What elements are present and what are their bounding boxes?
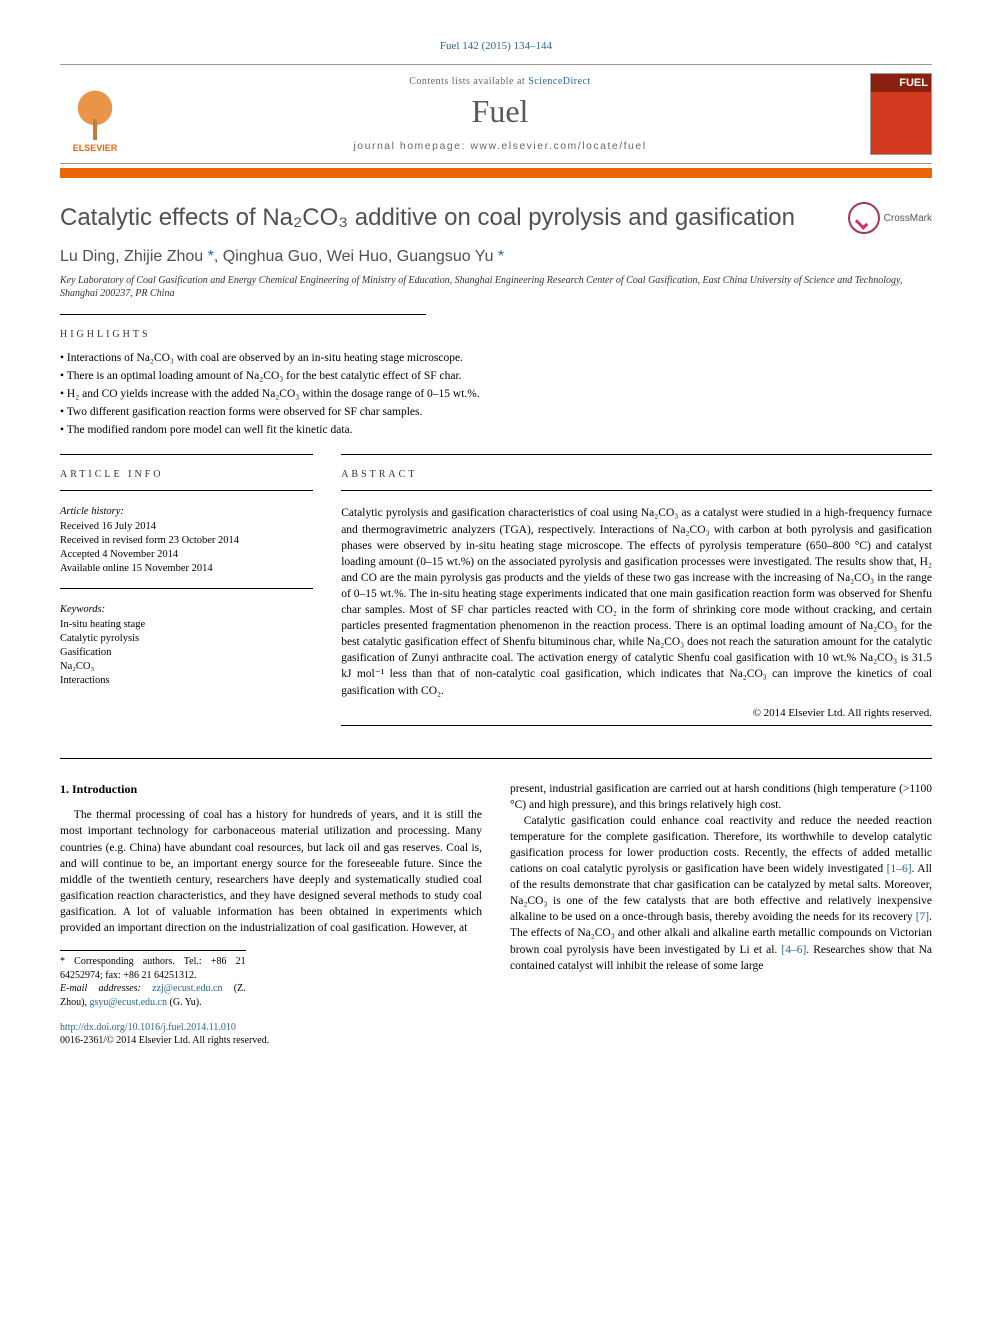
corr-author-mark[interactable]: * [498, 248, 504, 265]
highlight-item: Two different gasification reaction form… [60, 404, 932, 420]
keyword: In-situ heating stage [60, 618, 313, 632]
history-revised: Received in revised form 23 October 2014 [60, 534, 313, 548]
rule [60, 454, 313, 455]
history-accepted: Accepted 4 November 2014 [60, 548, 313, 562]
doi-block: http://dx.doi.org/10.1016/j.fuel.2014.11… [60, 1021, 482, 1047]
email-link[interactable]: gsyu@ecust.edu.cn [89, 997, 167, 1008]
highlights-list: Interactions of Na₂CO₃ with coal are obs… [60, 350, 932, 438]
keyword: Na₂CO₃ [60, 660, 313, 674]
keyword: Catalytic pyrolysis [60, 632, 313, 646]
highlight-item: The modified random pore model can well … [60, 422, 932, 438]
contents-prefix: Contents lists available at [409, 76, 528, 87]
history-online: Available online 15 November 2014 [60, 562, 313, 576]
body-paragraph: The thermal processing of coal has a his… [60, 807, 482, 936]
body-paragraph: Catalytic gasification could enhance coa… [510, 813, 932, 974]
affiliation: Key Laboratory of Coal Gasification and … [60, 274, 932, 300]
history-header: Article history: [60, 505, 313, 519]
author-list: Lu Ding, Zhijie Zhou *, Qinghua Guo, Wei… [60, 248, 932, 266]
highlights-label: HIGHLIGHTS [60, 329, 932, 340]
doi-link[interactable]: http://dx.doi.org/10.1016/j.fuel.2014.11… [60, 1022, 236, 1033]
elsevier-logo[interactable]: ELSEVIER [60, 75, 130, 153]
body-text-span: Catalytic gasification could enhance coa… [510, 815, 932, 875]
highlight-item: H₂ and CO yields increase with the added… [60, 386, 932, 402]
copyright-line: © 2014 Elsevier Ltd. All rights reserved… [341, 707, 932, 719]
abstract-label: ABSTRACT [341, 469, 932, 480]
journal-banner: ELSEVIER Contents lists available at Sci… [60, 64, 932, 164]
keywords-block: Keywords: In-situ heating stage Catalyti… [60, 603, 313, 688]
rule [60, 758, 932, 759]
body-paragraph: present, industrial gasification are car… [510, 781, 932, 813]
reference-link[interactable]: [4–6] [781, 944, 806, 956]
citation-line: Fuel 142 (2015) 134–144 [60, 40, 932, 52]
crossmark-icon [848, 202, 880, 234]
elsevier-label: ELSEVIER [73, 143, 118, 153]
keywords-header: Keywords: [60, 603, 313, 617]
rule [341, 490, 932, 491]
article-title: Catalytic effects of Na₂CO₃ additive on … [60, 202, 836, 233]
cover-title: FUEL [871, 74, 931, 92]
corr-author-mark[interactable]: * [208, 248, 214, 265]
accent-bar [60, 168, 932, 178]
reference-link[interactable]: [7] [916, 911, 929, 923]
crossmark-label: CrossMark [884, 213, 932, 224]
keyword: Interactions [60, 674, 313, 688]
email-suffix: (G. Yu). [167, 997, 202, 1008]
issn-line: 0016-2361/© 2014 Elsevier Ltd. All right… [60, 1035, 269, 1046]
footnotes: * Corresponding authors. Tel.: +86 21 64… [60, 950, 246, 1009]
rule [341, 725, 932, 726]
rule [60, 490, 313, 491]
email-label: E-mail addresses: [60, 983, 152, 994]
section-heading-intro: 1. Introduction [60, 781, 482, 798]
highlight-item: There is an optimal loading amount of Na… [60, 368, 932, 384]
abstract-text: Catalytic pyrolysis and gasification cha… [341, 505, 932, 698]
article-history: Article history: Received 16 July 2014 R… [60, 505, 313, 576]
body-text: 1. Introduction The thermal processing o… [60, 781, 932, 1048]
article-info-label: ARTICLE INFO [60, 469, 313, 480]
journal-cover-thumbnail[interactable]: FUEL [870, 73, 932, 155]
reference-link[interactable]: [1–6] [887, 863, 912, 875]
crossmark-badge[interactable]: CrossMark [848, 202, 932, 234]
highlight-item: Interactions of Na₂CO₃ with coal are obs… [60, 350, 932, 366]
journal-homepage[interactable]: journal homepage: www.elsevier.com/locat… [130, 140, 870, 152]
contents-available-line: Contents lists available at ScienceDirec… [130, 76, 870, 87]
journal-name: Fuel [130, 93, 870, 130]
rule [341, 454, 932, 455]
rule [60, 314, 426, 315]
elsevier-tree-icon [71, 89, 119, 143]
rule [60, 588, 313, 589]
history-received: Received 16 July 2014 [60, 520, 313, 534]
corresponding-author-note: * Corresponding authors. Tel.: +86 21 64… [60, 955, 246, 982]
email-link[interactable]: zzj@ecust.edu.cn [152, 983, 222, 994]
sciencedirect-link[interactable]: ScienceDirect [528, 76, 591, 87]
keyword: Gasification [60, 646, 313, 660]
